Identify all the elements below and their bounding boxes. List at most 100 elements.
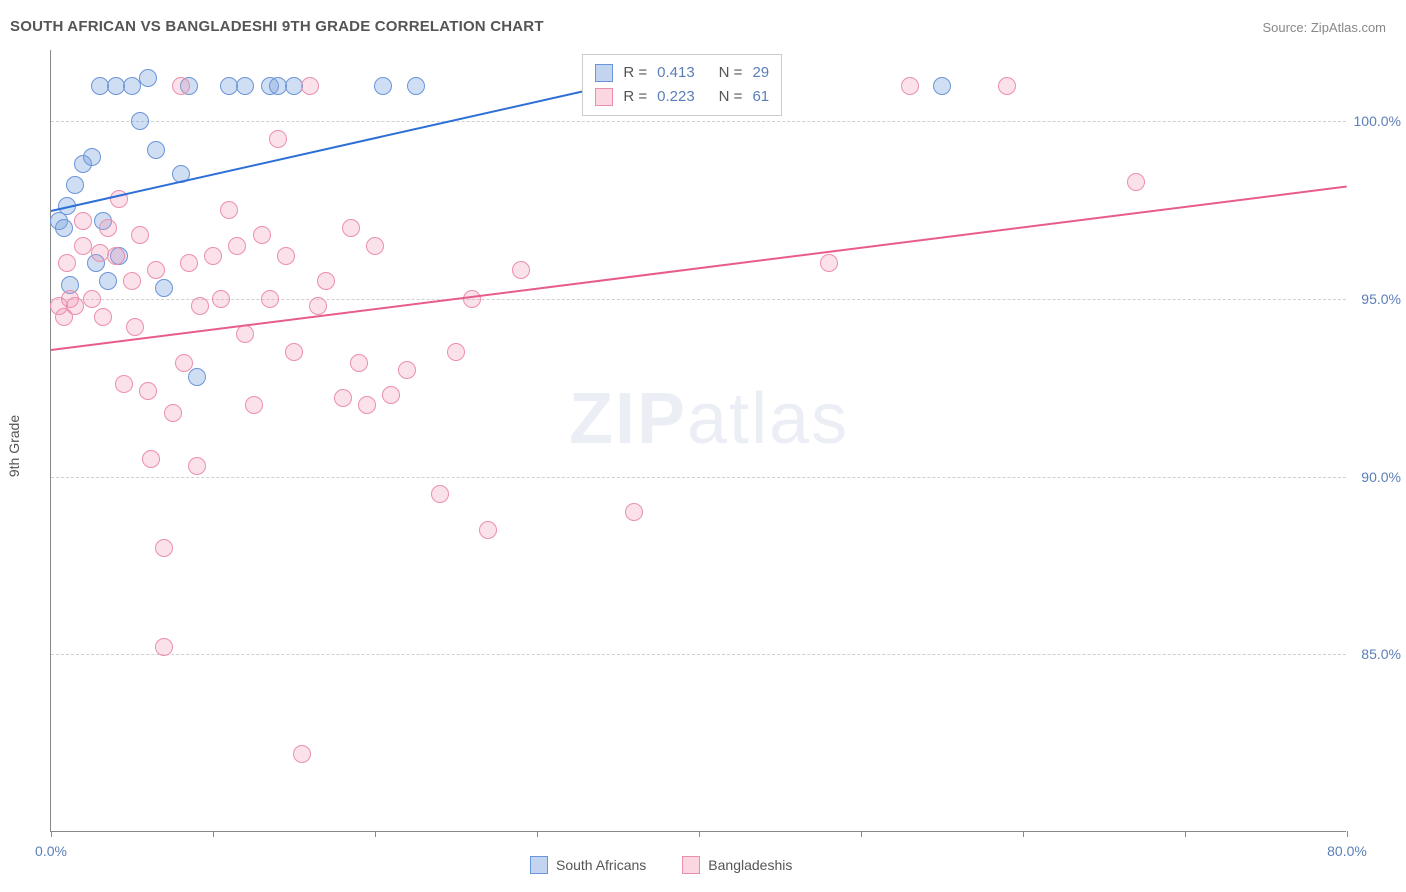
data-point bbox=[366, 237, 384, 255]
legend-swatch bbox=[682, 856, 700, 874]
data-point bbox=[123, 272, 141, 290]
data-point bbox=[147, 261, 165, 279]
data-point bbox=[99, 219, 117, 237]
data-point bbox=[172, 77, 190, 95]
data-point bbox=[228, 237, 246, 255]
data-point bbox=[245, 396, 263, 414]
data-point bbox=[115, 375, 133, 393]
data-point bbox=[83, 148, 101, 166]
y-tick-label: 100.0% bbox=[1351, 113, 1401, 129]
data-point bbox=[382, 386, 400, 404]
x-tick bbox=[699, 831, 700, 837]
x-tick bbox=[861, 831, 862, 837]
data-point bbox=[398, 361, 416, 379]
data-point bbox=[342, 219, 360, 237]
legend-swatch bbox=[595, 64, 613, 82]
data-point bbox=[901, 77, 919, 95]
stat-n-label: N = bbox=[719, 61, 743, 85]
data-point bbox=[293, 745, 311, 763]
watermark-light: atlas bbox=[687, 379, 849, 459]
data-point bbox=[155, 279, 173, 297]
data-point bbox=[126, 318, 144, 336]
data-point bbox=[58, 254, 76, 272]
data-point bbox=[820, 254, 838, 272]
x-tick bbox=[1023, 831, 1024, 837]
data-point bbox=[261, 290, 279, 308]
y-tick-label: 95.0% bbox=[1351, 291, 1401, 307]
data-point bbox=[285, 343, 303, 361]
stat-r-label: R = bbox=[623, 85, 647, 109]
data-point bbox=[131, 226, 149, 244]
legend-swatch bbox=[530, 856, 548, 874]
data-point bbox=[236, 77, 254, 95]
data-point bbox=[933, 77, 951, 95]
data-point bbox=[142, 450, 160, 468]
data-point bbox=[309, 297, 327, 315]
data-point bbox=[334, 389, 352, 407]
data-point bbox=[350, 354, 368, 372]
data-point bbox=[74, 212, 92, 230]
data-point bbox=[317, 272, 335, 290]
legend-item: South Africans bbox=[530, 856, 646, 874]
x-tick-label: 0.0% bbox=[35, 843, 67, 859]
data-point bbox=[431, 485, 449, 503]
source-label: Source: ZipAtlas.com bbox=[1262, 20, 1386, 35]
data-point bbox=[1127, 173, 1145, 191]
x-tick bbox=[213, 831, 214, 837]
stats-row: R = 0.413N = 29 bbox=[595, 61, 769, 85]
data-point bbox=[463, 290, 481, 308]
data-point bbox=[139, 382, 157, 400]
data-point bbox=[301, 77, 319, 95]
chart-title: SOUTH AFRICAN VS BANGLADESHI 9TH GRADE C… bbox=[10, 18, 544, 35]
data-point bbox=[220, 201, 238, 219]
legend-swatch bbox=[595, 88, 613, 106]
y-tick-label: 90.0% bbox=[1351, 469, 1401, 485]
legend-label: Bangladeshis bbox=[708, 857, 792, 873]
data-point bbox=[139, 69, 157, 87]
data-point bbox=[131, 112, 149, 130]
data-point bbox=[188, 368, 206, 386]
stat-r-value: 0.223 bbox=[657, 85, 695, 109]
data-point bbox=[479, 521, 497, 539]
data-point bbox=[155, 539, 173, 557]
gridline bbox=[51, 654, 1346, 655]
data-point bbox=[447, 343, 465, 361]
data-point bbox=[512, 261, 530, 279]
legend-item: Bangladeshis bbox=[682, 856, 792, 874]
data-point bbox=[147, 141, 165, 159]
data-point bbox=[374, 77, 392, 95]
stats-row: R = 0.223N = 61 bbox=[595, 85, 769, 109]
y-tick-label: 85.0% bbox=[1351, 646, 1401, 662]
data-point bbox=[204, 247, 222, 265]
data-point bbox=[407, 77, 425, 95]
chart-container: SOUTH AFRICAN VS BANGLADESHI 9TH GRADE C… bbox=[0, 0, 1406, 892]
data-point bbox=[164, 404, 182, 422]
gridline bbox=[51, 299, 1346, 300]
plot-area: ZIPatlas 85.0%90.0%95.0%100.0%0.0%80.0%R… bbox=[50, 50, 1346, 832]
data-point bbox=[253, 226, 271, 244]
stats-box: R = 0.413N = 29R = 0.223N = 61 bbox=[582, 54, 782, 116]
data-point bbox=[358, 396, 376, 414]
watermark: ZIPatlas bbox=[569, 378, 849, 460]
data-point bbox=[99, 272, 117, 290]
data-point bbox=[66, 176, 84, 194]
data-point bbox=[212, 290, 230, 308]
data-point bbox=[107, 247, 125, 265]
data-point bbox=[269, 130, 287, 148]
x-tick bbox=[375, 831, 376, 837]
stat-n-value: 29 bbox=[752, 61, 769, 85]
data-point bbox=[55, 219, 73, 237]
data-point bbox=[180, 254, 198, 272]
data-point bbox=[94, 308, 112, 326]
data-point bbox=[83, 290, 101, 308]
y-axis-title: 9th Grade bbox=[6, 415, 22, 477]
stat-r-label: R = bbox=[623, 61, 647, 85]
stat-n-value: 61 bbox=[752, 85, 769, 109]
data-point bbox=[91, 244, 109, 262]
watermark-bold: ZIP bbox=[569, 379, 687, 459]
data-point bbox=[155, 638, 173, 656]
legend-label: South Africans bbox=[556, 857, 646, 873]
data-point bbox=[188, 457, 206, 475]
x-tick bbox=[1347, 831, 1348, 837]
data-point bbox=[625, 503, 643, 521]
